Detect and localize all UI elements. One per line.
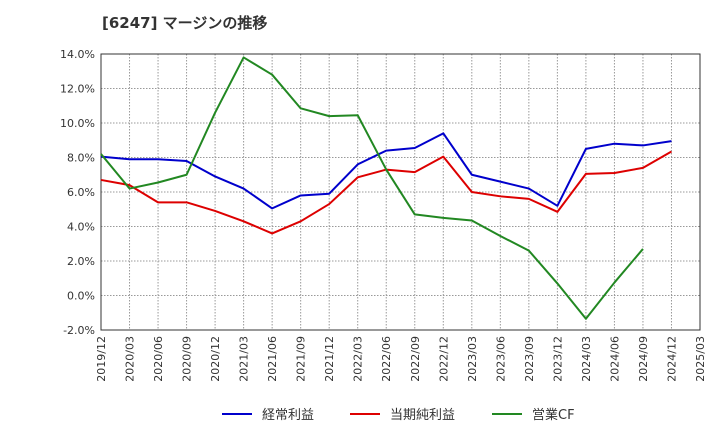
y-tick-label: 12.0%: [60, 83, 95, 96]
plot-frame: [100, 53, 701, 331]
y-tick-label: 14.0%: [60, 48, 95, 61]
x-tick-label: 2024/12: [665, 336, 678, 382]
x-tick-label: 2021/03: [238, 336, 251, 382]
chart-title: [6247] マージンの推移: [102, 14, 268, 32]
x-tick-label: 2020/03: [124, 336, 137, 382]
x-tick-label: 2022/03: [352, 336, 365, 382]
y-tick-label: 10.0%: [60, 117, 95, 130]
x-tick-label: 2024/03: [580, 336, 593, 382]
y-tick-label: 2.0%: [67, 255, 95, 268]
x-tick-label: 2020/06: [152, 336, 165, 382]
x-tick-label: 2022/09: [409, 336, 422, 382]
x-tick-label: 2019/12: [95, 336, 108, 382]
x-tick-label: 2024/09: [637, 336, 650, 382]
x-tick-label: 2024/06: [608, 336, 621, 382]
y-tick-label: 6.0%: [67, 186, 95, 199]
x-tick-label: 2023/09: [523, 336, 536, 382]
x-tick-label: 2021/09: [295, 336, 308, 382]
y-tick-label: 8.0%: [67, 152, 95, 165]
series-line: [100, 56, 644, 320]
legend-label: 当期純利益: [390, 408, 455, 423]
x-tick-label: 2023/03: [466, 336, 479, 382]
x-tick-label: 2020/12: [209, 336, 222, 382]
x-tick-label: 2025/03: [694, 336, 707, 382]
x-tick-label: 2021/06: [266, 336, 279, 382]
x-tick-label: 2021/12: [323, 336, 336, 382]
x-tick-label: 2023/06: [494, 336, 507, 382]
y-tick-label: 4.0%: [67, 221, 95, 234]
y-tick-label: 0.0%: [67, 290, 95, 303]
x-tick-label: 2023/12: [551, 336, 564, 382]
y-tick-label: -2.0%: [63, 324, 95, 337]
x-tick-label: 2022/12: [437, 336, 450, 382]
x-tick-label: 2022/06: [380, 336, 393, 382]
series-line: [100, 132, 672, 210]
x-tick-label: 2020/09: [181, 336, 194, 382]
legend-label: 営業CF: [532, 407, 575, 423]
legend-label: 経常利益: [262, 408, 314, 423]
